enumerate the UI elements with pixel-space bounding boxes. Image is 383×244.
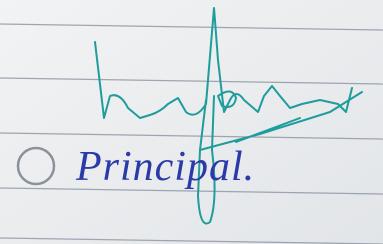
page: Principal. (() => { const data = JSON.pa… (0, 0, 383, 244)
paper-photo: Principal. (0, 0, 383, 244)
handwritten-title: Principal. (75, 144, 255, 190)
paper (0, 0, 383, 244)
